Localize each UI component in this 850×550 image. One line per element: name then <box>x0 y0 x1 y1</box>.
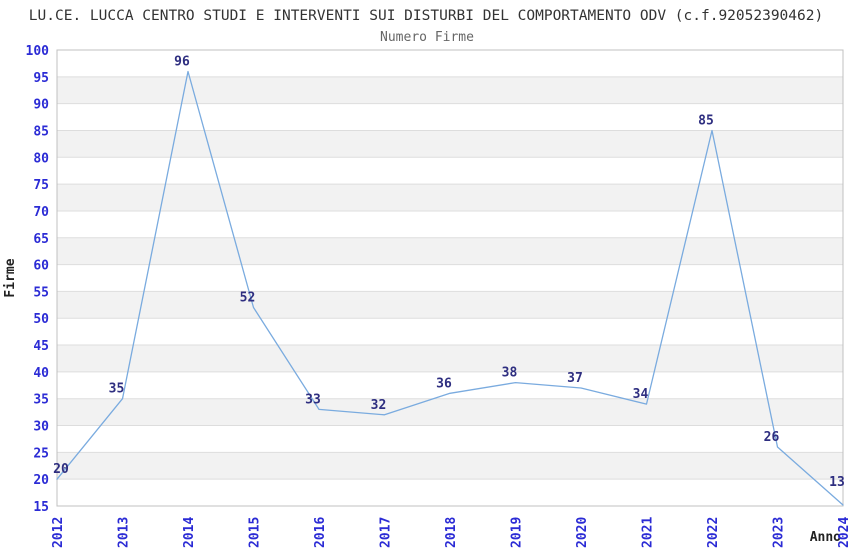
y-tick-label: 85 <box>33 124 49 139</box>
data-point-label: 33 <box>305 392 321 407</box>
plot-area: 1520253035404550556065707580859095100201… <box>26 44 850 548</box>
grid-band <box>57 237 843 265</box>
y-tick-label: 90 <box>33 98 49 113</box>
grid-band <box>57 130 843 158</box>
y-tick-label: 75 <box>33 178 49 193</box>
x-tick-label: 2012 <box>51 517 66 548</box>
data-point-label: 26 <box>764 430 780 445</box>
y-tick-label: 70 <box>33 205 49 220</box>
x-tick-label: 2016 <box>313 517 328 548</box>
x-tick-label: 2020 <box>575 517 590 548</box>
y-tick-label: 50 <box>33 312 49 327</box>
y-tick-label: 45 <box>33 339 49 354</box>
data-point-label: 37 <box>567 371 583 386</box>
data-series-line <box>56 70 844 506</box>
data-point-label: 13 <box>829 475 845 490</box>
data-point-label: 38 <box>502 366 518 381</box>
grid-band <box>57 184 843 211</box>
plot-border <box>56 49 844 507</box>
data-point-label: 52 <box>240 291 256 306</box>
grid-band <box>57 291 843 319</box>
y-tick-label: 65 <box>33 232 49 247</box>
chart-title: LU.CE. LUCCA CENTRO STUDI E INTERVENTI S… <box>29 8 823 24</box>
x-tick-label: 2014 <box>182 517 197 548</box>
data-point-label: 34 <box>633 387 649 402</box>
y-tick-label: 30 <box>33 420 49 435</box>
y-tick-label: 15 <box>33 500 49 515</box>
grid-band <box>57 452 843 480</box>
y-tick-label: 35 <box>33 393 49 408</box>
chart-subtitle: Numero Firme <box>380 30 474 45</box>
y-tick-label: 95 <box>33 71 49 86</box>
y-tick-label: 40 <box>33 366 49 381</box>
x-tick-label: 2021 <box>641 517 656 548</box>
grid-band <box>57 76 843 104</box>
y-tick-label: 100 <box>26 44 50 59</box>
x-tick-label: 2017 <box>379 517 394 548</box>
y-axis-label: Firme <box>3 258 18 297</box>
x-tick-label: 2018 <box>444 517 459 548</box>
x-tick-label: 2019 <box>510 517 525 548</box>
x-axis-label: Anno <box>810 530 841 545</box>
grid-band <box>57 398 843 426</box>
x-tick-label: 2024 <box>837 517 850 548</box>
data-point-label: 32 <box>371 398 387 413</box>
data-point-label: 96 <box>174 54 190 69</box>
x-tick-label: 2022 <box>706 517 721 548</box>
y-tick-label: 80 <box>33 151 49 166</box>
data-point-label: 20 <box>53 462 69 477</box>
x-tick-label: 2013 <box>117 517 132 548</box>
x-tick-label: 2015 <box>248 517 263 548</box>
data-point-label: 36 <box>436 376 452 391</box>
grid-band <box>57 345 843 372</box>
data-point-label: 85 <box>698 113 714 128</box>
y-tick-label: 60 <box>33 259 49 274</box>
y-tick-label: 55 <box>33 285 49 300</box>
x-tick-label: 2023 <box>772 517 787 548</box>
data-point-label: 35 <box>109 382 125 397</box>
y-tick-label: 20 <box>33 473 49 488</box>
y-tick-label: 25 <box>33 446 49 461</box>
